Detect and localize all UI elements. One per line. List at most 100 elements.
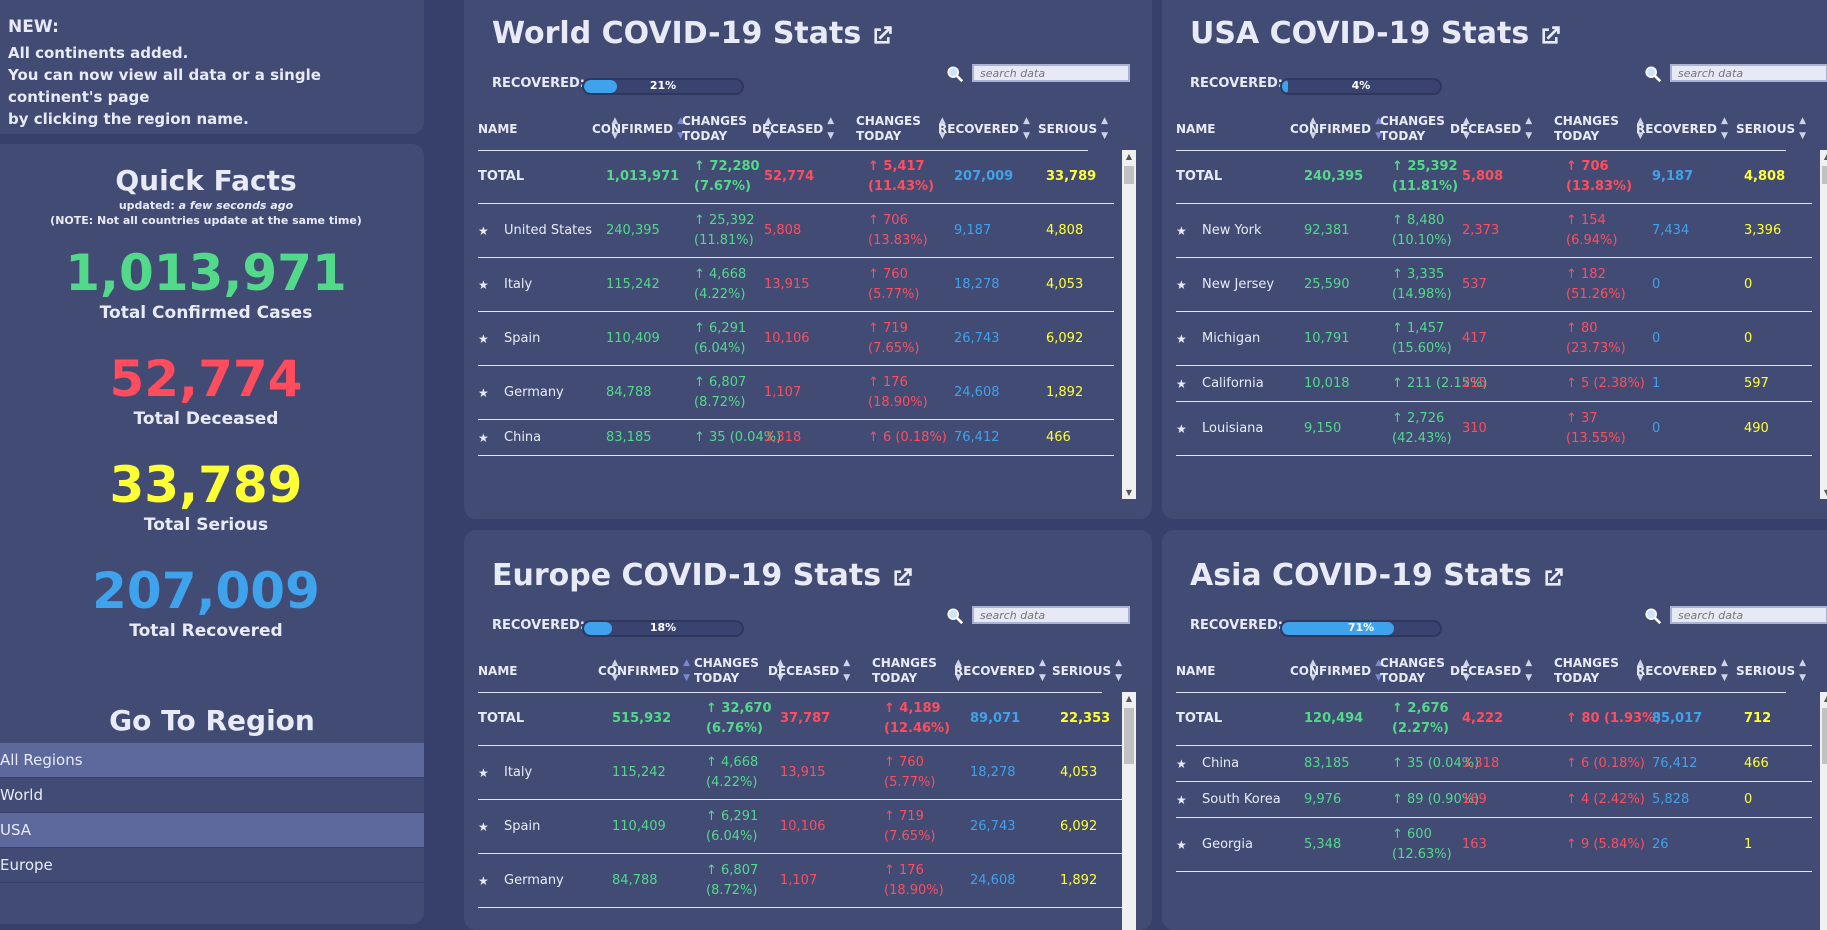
favorite-star-icon[interactable]: ★ [478, 873, 489, 888]
row-name[interactable]: Italy [504, 764, 533, 780]
sort-icon[interactable]: ▲ ▼ [1721, 116, 1728, 141]
header-recovered[interactable]: RECOVERED ▲ ▼ [1636, 650, 1728, 692]
favorite-star-icon[interactable]: ★ [1176, 223, 1187, 238]
row-name[interactable]: California [1202, 375, 1264, 391]
sort-icon[interactable]: ▲ ▼ [827, 116, 835, 141]
search-input[interactable] [972, 64, 1130, 82]
row-name[interactable]: South Korea [1202, 791, 1281, 807]
sort-icon[interactable]: ▲ ▼ [1799, 116, 1807, 141]
header-recovered[interactable]: RECOVERED ▲ ▼ [938, 108, 1030, 150]
sort-icon[interactable]: ▲ ▼ [1525, 116, 1533, 141]
sort-icon[interactable]: ▲ ▼ [611, 658, 619, 683]
favorite-star-icon[interactable]: ★ [1176, 376, 1187, 391]
external-link-icon[interactable] [1540, 564, 1566, 590]
sort-icon[interactable]: ▲ ▼ [1636, 658, 1644, 683]
header-changes-deceased[interactable]: CHANGES TODAY ▲ ▼ [856, 114, 946, 143]
region-link-all-regions[interactable]: All Regions [0, 743, 424, 778]
sort-icon[interactable]: ▲ ▼ [1023, 116, 1030, 141]
row-name[interactable]: Louisiana [1202, 420, 1264, 436]
favorite-star-icon[interactable]: ★ [478, 430, 489, 445]
scroll-up-icon[interactable]: ▲ [1820, 152, 1827, 161]
header-serious[interactable]: SERIOUS ▲ ▼ [1736, 108, 1806, 150]
row-name[interactable]: Germany [504, 872, 564, 888]
panel-title[interactable]: Europe COVID-19 Stats [492, 558, 915, 593]
row-name[interactable]: TOTAL [478, 168, 525, 184]
favorite-star-icon[interactable]: ★ [1176, 837, 1187, 852]
sort-icon[interactable]: ▲ ▼ [1309, 116, 1317, 141]
scroll-up-icon[interactable]: ▲ [1125, 152, 1133, 161]
row-name[interactable]: China [1202, 755, 1240, 771]
sort-icon[interactable]: ▲ ▼ [938, 116, 946, 141]
header-serious[interactable]: SERIOUS ▲ ▼ [1038, 108, 1108, 150]
region-link-europe[interactable]: Europe [0, 848, 424, 883]
header-confirmed[interactable]: CONFIRMED ▲ ▼ [1290, 108, 1382, 150]
panel-title[interactable]: Asia COVID-19 Stats [1190, 558, 1566, 593]
sort-icon[interactable]: ▲ ▼ [677, 116, 684, 141]
table-row[interactable]: ★ Louisiana 9,150 ↑ 2,726 (42.43%) 310 ↑ 3… [1176, 402, 1812, 456]
table-row[interactable]: ★ Italy 115,242 ↑ 4,668 (4.22%) 13,915 ↑ 7… [478, 258, 1114, 312]
header-deceased[interactable]: DECEASED ▲ ▼ [1450, 650, 1532, 692]
panel-title[interactable]: World COVID-19 Stats [492, 16, 895, 51]
external-link-icon[interactable] [1537, 22, 1563, 48]
sort-icon[interactable]: ▲ ▼ [1375, 116, 1382, 141]
favorite-star-icon[interactable]: ★ [478, 385, 489, 400]
header-name[interactable]: NAME ▲ ▼ [1176, 108, 1316, 150]
sort-icon[interactable]: ▲ ▼ [611, 116, 619, 141]
header-name[interactable]: NAME ▲ ▼ [478, 650, 618, 692]
header-changes-deceased[interactable]: CHANGES TODAY ▲ ▼ [1554, 114, 1644, 143]
row-name[interactable]: TOTAL [1176, 710, 1223, 726]
region-link-usa[interactable]: USA [0, 813, 424, 848]
table-row[interactable]: ★ China 83,185 ↑ 35 (0.04%) 3,318 ↑ 6 (0.… [478, 420, 1114, 456]
header-deceased[interactable]: DECEASED ▲ ▼ [1450, 108, 1532, 150]
favorite-star-icon[interactable]: ★ [478, 223, 489, 238]
sort-icon[interactable]: ▲ ▼ [1462, 658, 1470, 683]
sort-icon[interactable]: ▲ ▼ [1309, 658, 1317, 683]
table-row[interactable]: ★ Germany 84,788 ↑ 6,807 (8.72%) 1,107 ↑ 1… [478, 854, 1128, 908]
region-link-world[interactable]: World [0, 778, 424, 813]
table-row[interactable]: ★ United States 240,395 ↑ 25,392 (11.81%) … [478, 204, 1114, 258]
sort-icon[interactable]: ▲ ▼ [1115, 658, 1123, 683]
header-deceased[interactable]: DECEASED ▲ ▼ [752, 108, 834, 150]
scroll-down-icon[interactable]: ▼ [1125, 488, 1133, 497]
table-row[interactable]: ★ Georgia 5,348 ↑ 600 (12.63%) 163 ↑ 9 (5.… [1176, 818, 1812, 872]
row-name[interactable]: TOTAL [1176, 168, 1223, 184]
sort-icon[interactable]: ▲ ▼ [764, 116, 772, 141]
panel-title[interactable]: USA COVID-19 Stats [1190, 16, 1563, 51]
scrollbar-thumb[interactable] [1822, 166, 1827, 184]
table-scrollbar[interactable]: ▲ ▼ [1122, 150, 1136, 499]
sort-icon[interactable]: ▲ ▼ [1375, 658, 1382, 683]
table-row[interactable]: ★ Spain 110,409 ↑ 6,291 (6.04%) 10,106 ↑ 7… [478, 800, 1128, 854]
table-row[interactable]: ★ New York 92,381 ↑ 8,480 (10.10%) 2,373 ↑… [1176, 204, 1812, 258]
favorite-star-icon[interactable]: ★ [1176, 421, 1187, 436]
header-changes-deceased[interactable]: CHANGES TODAY ▲ ▼ [1554, 656, 1644, 685]
sort-icon[interactable]: ▲ ▼ [1721, 658, 1728, 683]
favorite-star-icon[interactable]: ★ [1176, 277, 1187, 292]
header-changes-deceased[interactable]: CHANGES TODAY ▲ ▼ [872, 656, 962, 685]
sort-icon[interactable]: ▲ ▼ [1799, 658, 1807, 683]
row-name[interactable]: New York [1202, 222, 1262, 238]
favorite-star-icon[interactable]: ★ [478, 331, 489, 346]
sort-icon[interactable]: ▲ ▼ [1462, 116, 1470, 141]
table-scrollbar[interactable]: ▲ [1820, 692, 1827, 930]
header-changes-confirmed[interactable]: CHANGES TODAY ▲ ▼ [682, 114, 772, 143]
row-name[interactable]: Spain [504, 330, 541, 346]
header-confirmed[interactable]: CONFIRMED ▲ ▼ [1290, 650, 1382, 692]
search-input[interactable] [1670, 64, 1827, 82]
header-changes-confirmed[interactable]: CHANGES TODAY ▲ ▼ [694, 656, 784, 685]
total-row[interactable]: TOTAL 1,013,971 ↑ 72,280 (7.67%) 52,774 ↑… [478, 150, 1114, 204]
table-row[interactable]: ★ China 83,185 ↑ 35 (0.04%) 3,318 ↑ 6 (0.… [1176, 746, 1812, 782]
table-row[interactable]: ★ Italy 115,242 ↑ 4,668 (4.22%) 13,915 ↑ 7… [478, 746, 1128, 800]
table-row[interactable]: ★ Michigan 10,791 ↑ 1,457 (15.60%) 417 ↑ 8… [1176, 312, 1812, 366]
row-name[interactable]: Germany [504, 384, 564, 400]
header-confirmed[interactable]: CONFIRMED ▲ ▼ [592, 108, 684, 150]
scrollbar-thumb[interactable] [1124, 166, 1134, 184]
sort-icon[interactable]: ▲ ▼ [1039, 658, 1046, 683]
sort-icon[interactable]: ▲ ▼ [1525, 658, 1533, 683]
scrollbar-thumb[interactable] [1124, 708, 1134, 764]
favorite-star-icon[interactable]: ★ [1176, 756, 1187, 771]
sort-icon[interactable]: ▲ ▼ [1636, 116, 1644, 141]
header-serious[interactable]: SERIOUS ▲ ▼ [1736, 650, 1806, 692]
header-changes-confirmed[interactable]: CHANGES TODAY ▲ ▼ [1380, 656, 1470, 685]
table-row[interactable]: ★ Spain 110,409 ↑ 6,291 (6.04%) 10,106 ↑ 7… [478, 312, 1114, 366]
sort-icon[interactable]: ▲ ▼ [776, 658, 784, 683]
